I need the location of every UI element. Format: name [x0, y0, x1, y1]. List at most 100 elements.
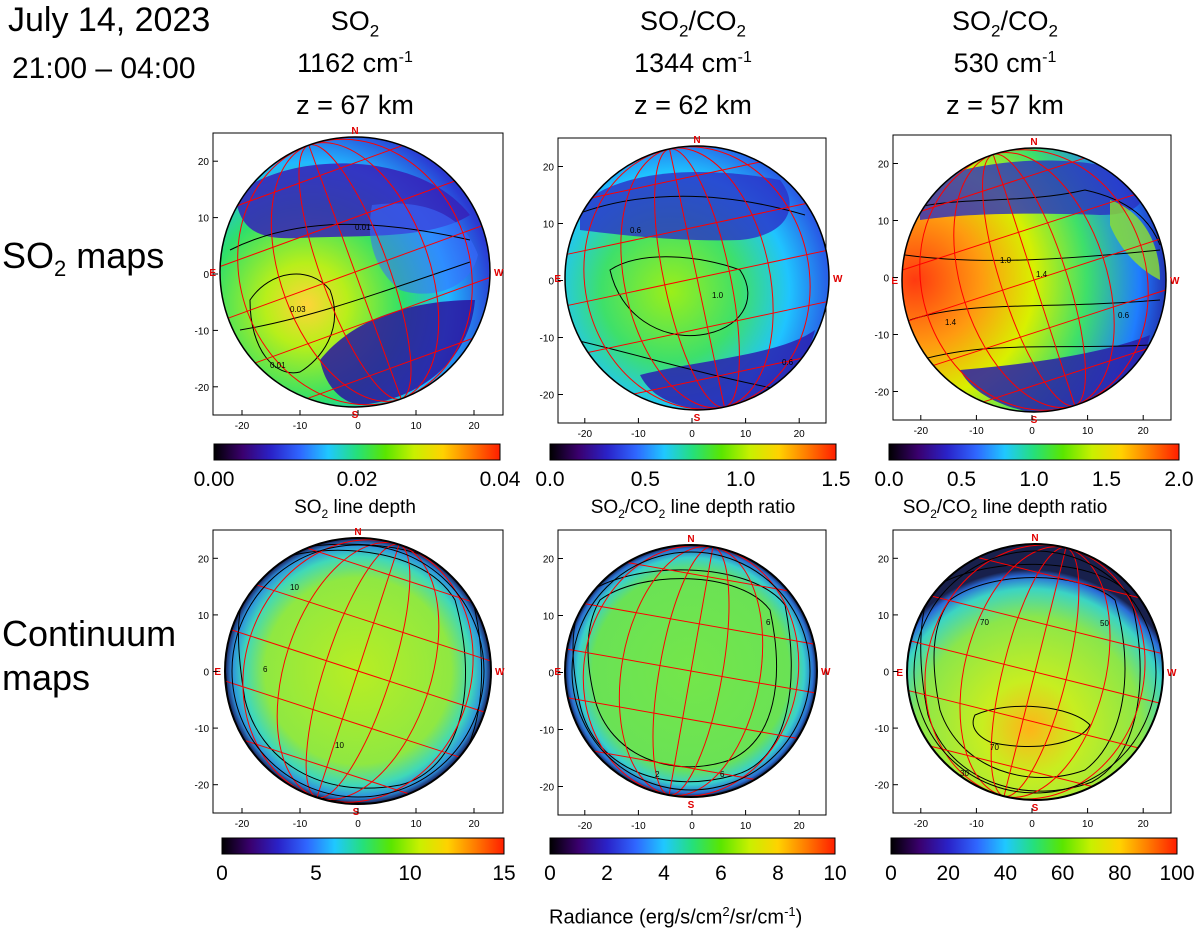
central-meridian	[316, 544, 400, 798]
observation-date: July 14, 2023	[8, 1, 211, 39]
colorbar-ramp	[890, 837, 1178, 855]
label-text-b: /CO	[936, 497, 971, 518]
radiance-label-sup1: 2	[722, 904, 730, 919]
central-meridian	[308, 144, 402, 400]
map-panel-6: 70 50 70 30 N S E W -20 -20 -10 -10 0 0 10 10 20 20	[875, 529, 1177, 830]
x-tick-label: 20	[1138, 426, 1150, 437]
y-tick-label: 0	[883, 274, 889, 285]
contour-line	[574, 195, 806, 216]
compass-north: N	[1030, 137, 1037, 148]
column-1-species: SO2	[205, 6, 505, 40]
observation-time-range: 21:00 – 04:00	[12, 52, 196, 85]
y-tick-label: -10	[540, 726, 555, 737]
column-3-wavenumber: 530 cm-1	[855, 50, 1155, 77]
contour-label: 10	[290, 583, 299, 592]
wavenumber-exponent: -1	[737, 49, 752, 66]
colorbar-ramp	[549, 443, 837, 461]
contour-line	[972, 705, 1091, 747]
species-text: SO	[330, 6, 370, 36]
limb-outline	[901, 147, 1167, 413]
radiance-label-sup2: -1	[784, 904, 796, 919]
colorbar-tick-label: 10	[398, 862, 421, 885]
y-tick-label: -20	[195, 781, 210, 792]
limb-contour	[913, 550, 1157, 794]
label-sub: 2	[618, 506, 625, 521]
compass-east: E	[896, 668, 903, 679]
contour-label: 6	[720, 770, 725, 779]
low-so2-region	[320, 300, 475, 405]
radiance-label-part3: )	[795, 906, 803, 929]
compass-east: E	[891, 276, 898, 287]
x-tick-label: 0	[689, 429, 695, 440]
row-label-continuum-maps: Continuum maps	[2, 612, 176, 700]
map-panel-1: 0.01 0.03 0.01 N S E W -20 -20 -10 -10 0 0 10 10 20 20	[195, 126, 504, 432]
compass-west: W	[1167, 668, 1177, 679]
compass-east: E	[554, 274, 561, 285]
y-tick-label: 10	[198, 214, 210, 225]
contour-line	[904, 249, 1161, 261]
contour-line	[904, 189, 1161, 246]
x-tick-label: -10	[631, 429, 646, 440]
contour-label: 0.03	[290, 305, 306, 314]
colorbar-tick-label: 0	[885, 862, 897, 885]
species-sub: 2	[679, 21, 689, 41]
label-sub-b: 2	[658, 506, 666, 521]
x-tick-label: 20	[794, 429, 806, 440]
limb-outline	[906, 543, 1164, 801]
compass-west: W	[495, 667, 505, 678]
colorbar-4: 0 5 10 15	[216, 837, 516, 885]
x-tick-label: 20	[468, 819, 480, 830]
label-sub: 2	[321, 506, 329, 521]
limb-contour	[571, 551, 811, 791]
contour-line	[920, 563, 1141, 792]
column-1-row1-label: SO2 line depth	[195, 498, 515, 520]
column-2-row1-label: SO2/CO2 line depth ratio	[533, 498, 853, 520]
map-panel-3: 1.4 1.0 1.4 0.6 N S E W -20 -20 -10 -10 0 0 10 10 20 20	[875, 134, 1180, 437]
contour-line	[239, 261, 471, 331]
y-tick-label: 20	[198, 157, 210, 168]
species-text: SO	[952, 6, 992, 36]
contour-label: 1.0	[712, 291, 724, 300]
column-2-wavenumber: 1344 cm-1	[543, 50, 843, 77]
contour-label: 1.0	[1000, 256, 1012, 265]
y-tick-label: 20	[543, 163, 555, 174]
compass-north: N	[1031, 533, 1038, 544]
y-tick-label: 10	[878, 611, 890, 622]
compass-west: W	[821, 667, 831, 678]
label-text: SO	[902, 497, 931, 518]
colorbar-tick-label: 2	[601, 862, 613, 885]
compass-west: W	[833, 274, 843, 285]
y-tick-label: 20	[543, 555, 555, 566]
row-label-continuum-line1: Continuum	[2, 613, 177, 654]
contour-label: 0.01	[270, 361, 286, 370]
row-label-so2-tail: maps	[66, 235, 165, 276]
y-tick-label: 0	[883, 668, 889, 679]
colorbar-tick-label: 60	[1051, 862, 1074, 885]
altitude-value: z = 67 km	[296, 90, 414, 120]
compass-north: N	[351, 126, 358, 137]
contour-label: 50	[1100, 619, 1109, 628]
y-tick-label: 20	[878, 160, 890, 171]
colorbar-tick-label: 4	[658, 862, 670, 885]
y-tick-label: 20	[198, 554, 210, 565]
x-tick-label: 20	[468, 421, 480, 432]
x-tick-label: -10	[969, 819, 984, 830]
contour-line	[587, 578, 778, 768]
contour-line	[249, 273, 335, 374]
compass-east: E	[554, 667, 561, 678]
contour-label: 1.4	[1036, 270, 1048, 279]
colorbar-tick-label: 1.5	[821, 468, 850, 491]
colorbar-tick-label: 1.5	[1092, 468, 1121, 491]
y-tick-label: -20	[540, 391, 555, 402]
y-tick-label: 0	[203, 668, 209, 679]
y-tick-label: 10	[543, 612, 555, 623]
colorbar-tick-label: 0.04	[480, 468, 521, 491]
colorbar-tick-label: 0.0	[535, 468, 564, 491]
species-text-b: /CO	[688, 6, 737, 36]
row-label-so2-text: SO	[2, 235, 55, 276]
x-tick-label: 10	[410, 421, 422, 432]
x-tick-label: 10	[1082, 426, 1094, 437]
limb-contour	[231, 544, 485, 798]
label-tail: line depth ratio	[977, 497, 1108, 518]
y-tick-label: -20	[195, 383, 210, 394]
